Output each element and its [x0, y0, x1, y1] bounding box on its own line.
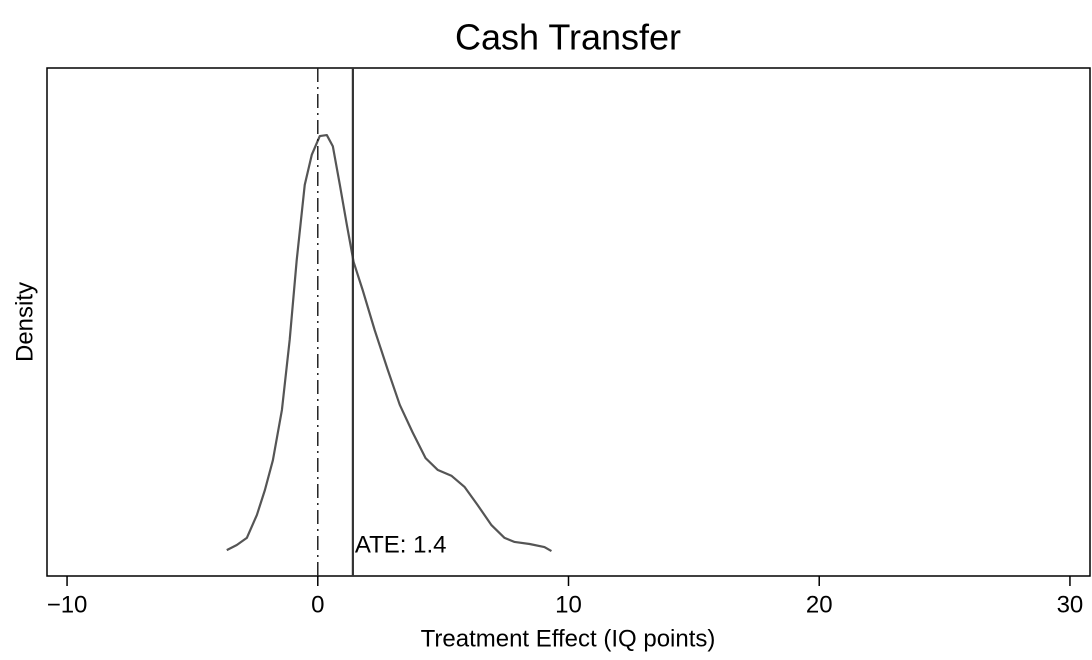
x-axis-label: Treatment Effect (IQ points)	[421, 625, 716, 652]
x-tick-label: 0	[311, 591, 324, 618]
x-tick-label: 20	[806, 591, 833, 618]
density-line	[226, 133, 553, 553]
plot-frame	[46, 67, 1091, 577]
x-tick-label: 30	[1057, 591, 1084, 618]
chart-title: Cash Transfer	[455, 17, 681, 58]
y-axis-label: Density	[11, 282, 38, 362]
x-tick-label: −10	[47, 591, 88, 618]
x-tick-label: 10	[555, 591, 582, 618]
annotation: ATE: 1.4	[355, 531, 447, 558]
